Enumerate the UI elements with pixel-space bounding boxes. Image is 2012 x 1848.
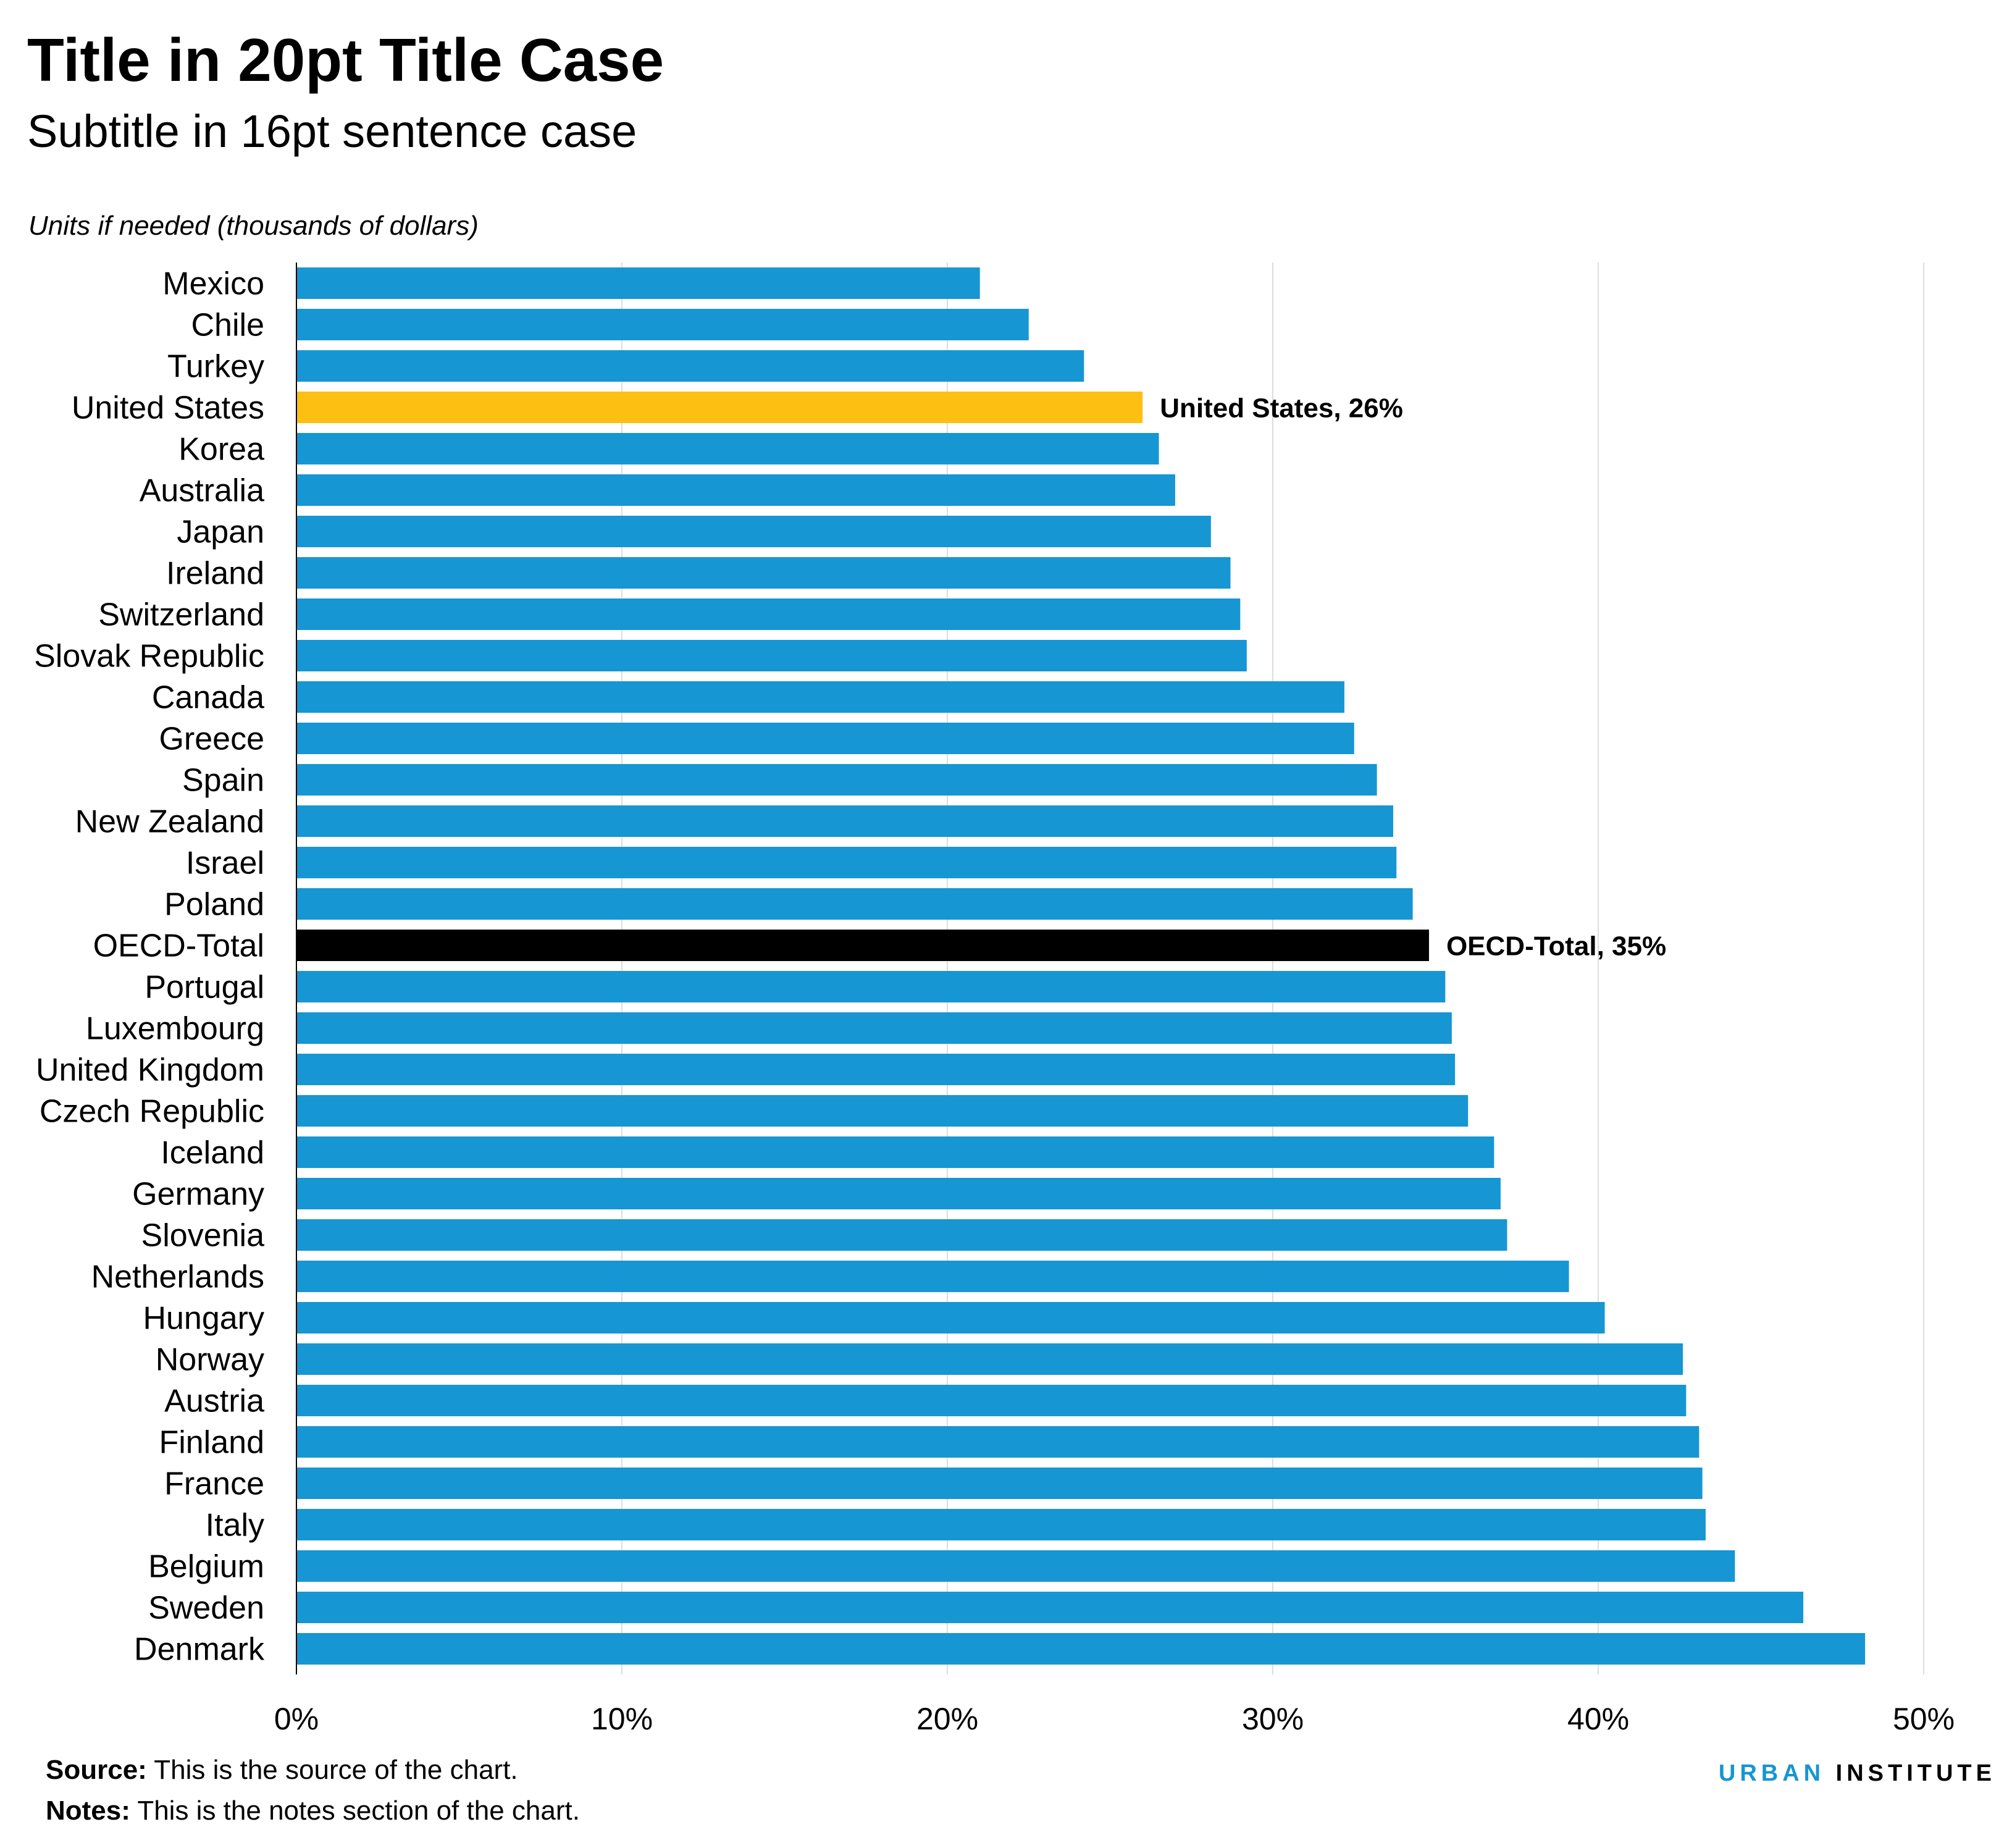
bar <box>296 971 1446 1002</box>
annotations: United States, 26% OECD-Total, 35% <box>1160 393 1666 962</box>
bar <box>296 267 980 299</box>
category-label: Japan <box>177 514 264 550</box>
bar <box>296 350 1084 382</box>
bar <box>296 723 1354 754</box>
bar <box>296 1592 1804 1623</box>
category-label: Italy <box>206 1508 264 1544</box>
category-label: Iceland <box>161 1135 264 1171</box>
category-label: Austria <box>164 1384 264 1419</box>
bar <box>296 392 1143 423</box>
gridlines <box>621 262 1924 1674</box>
category-label: Ireland <box>166 556 264 592</box>
units-label: Units if needed (thousands of dollars) <box>28 211 479 241</box>
category-label: Hungary <box>143 1301 264 1337</box>
category-label: Mexico <box>162 266 264 302</box>
category-label: Israel <box>186 846 264 881</box>
footer-source: Source: This is the source of the chart. <box>46 1754 518 1787</box>
bar <box>296 1385 1687 1416</box>
source-text: This is the source of the chart. <box>146 1755 518 1785</box>
x-axis-ticks: 0% 10% 20% 30% 40% 50% <box>274 1702 1955 1736</box>
category-label: Netherlands <box>91 1259 264 1295</box>
category-label: Slovenia <box>141 1218 265 1254</box>
notes-key: Notes: <box>46 1796 130 1826</box>
bar <box>296 1054 1456 1085</box>
category-label: Spain <box>182 763 264 799</box>
x-tick-label: 30% <box>1242 1702 1304 1736</box>
category-label: Australia <box>140 473 264 509</box>
source-key: Source: <box>46 1755 147 1785</box>
category-label: New Zealand <box>75 804 264 840</box>
x-tick-label: 0% <box>274 1702 319 1736</box>
category-label: Greece <box>159 721 264 757</box>
bar <box>296 598 1241 630</box>
x-tick-label: 20% <box>916 1702 978 1736</box>
chart-title: Title in 20pt Title Case <box>27 26 664 94</box>
category-label: OECD-Total <box>93 928 264 964</box>
bar <box>296 1302 1605 1334</box>
bar <box>296 681 1344 713</box>
category-label: Chile <box>191 308 265 343</box>
category-labels: Mexico Chile Turkey United States Korea Austr… <box>34 266 265 1668</box>
bar <box>296 1178 1501 1209</box>
bar-chart: Mexico Chile Turkey United States Korea Austr… <box>34 262 1955 1736</box>
bar <box>296 1468 1703 1499</box>
notes-text: This is the notes section of the chart. <box>130 1796 580 1826</box>
bar <box>296 1550 1735 1582</box>
bar-annotation: United States, 26% <box>1160 393 1403 424</box>
bar <box>296 1343 1683 1375</box>
category-label: Denmark <box>134 1632 265 1668</box>
category-label: Germany <box>132 1177 264 1212</box>
logo-urban: URBAN <box>1718 1760 1825 1786</box>
bar <box>296 764 1377 796</box>
category-label: United Kingdom <box>36 1052 264 1088</box>
x-tick-label: 50% <box>1893 1702 1955 1736</box>
bar <box>296 930 1429 961</box>
category-label: Belgium <box>148 1549 264 1585</box>
logo-institute: INSTITUTE <box>1825 1760 1996 1786</box>
bar <box>296 433 1159 464</box>
bar <box>296 1633 1866 1665</box>
category-label: United States <box>72 390 264 426</box>
x-tick-label: 10% <box>591 1702 653 1736</box>
chart-subtitle: Subtitle in 16pt sentence case <box>27 106 637 157</box>
bar <box>296 1012 1452 1044</box>
bar <box>296 474 1175 506</box>
category-label: Turkey <box>167 349 264 385</box>
category-label: Czech Republic <box>40 1094 264 1130</box>
bar <box>296 1095 1469 1127</box>
category-label: Luxembourg <box>86 1011 264 1047</box>
urban-institute-logo: URBAN INSTITUTE <box>1719 1760 1996 1787</box>
category-label: France <box>164 1466 264 1502</box>
bar <box>296 557 1231 589</box>
x-tick-label: 40% <box>1567 1702 1629 1736</box>
category-label: Slovak Republic <box>34 639 264 674</box>
bar <box>296 640 1247 671</box>
bar-annotation: OECD-Total, 35% <box>1446 931 1666 962</box>
bars <box>296 267 1866 1665</box>
category-label: Portugal <box>145 970 264 1006</box>
bar <box>296 1219 1507 1251</box>
bar <box>296 1509 1706 1540</box>
category-label: Switzerland <box>98 597 264 633</box>
category-label: Canada <box>152 680 264 716</box>
category-label: Poland <box>164 887 264 923</box>
bar <box>296 309 1029 340</box>
category-label: Korea <box>178 432 264 468</box>
bar <box>296 888 1413 920</box>
bar <box>296 847 1397 878</box>
category-label: Finland <box>159 1425 264 1461</box>
bar <box>296 1136 1494 1168</box>
bar <box>296 516 1211 547</box>
bar <box>296 1261 1569 1292</box>
footer-notes: Notes: This is the notes section of the … <box>46 1795 580 1828</box>
category-label: Norway <box>156 1342 264 1378</box>
bar <box>296 805 1393 837</box>
bar <box>296 1426 1700 1458</box>
category-label: Sweden <box>148 1590 264 1626</box>
